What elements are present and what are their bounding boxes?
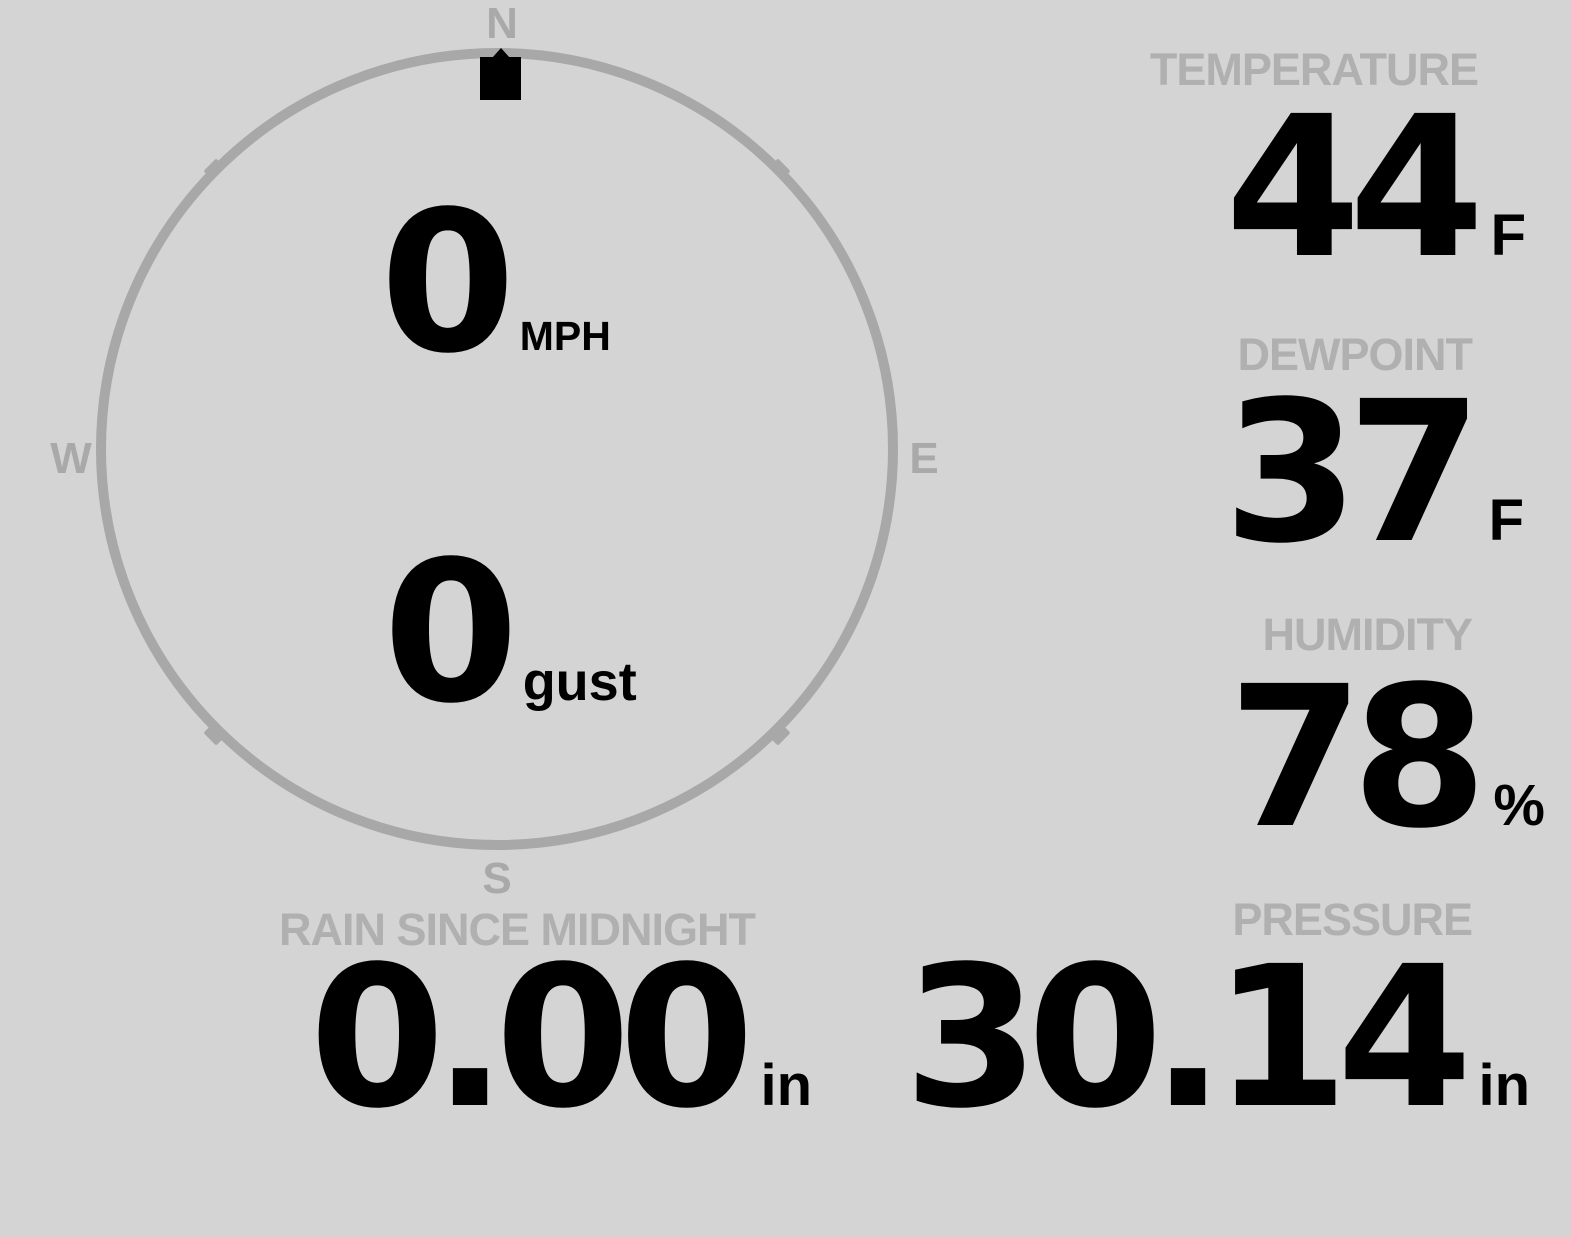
rain-value: 0.00 [309, 924, 754, 1151]
cardinal-west-label: W [50, 434, 92, 483]
temperature-label: TEMPERATURE [1149, 44, 1479, 95]
rain-label: RAIN SINCE MIDNIGHT [279, 904, 756, 955]
rain-unit: in [760, 1053, 812, 1118]
humidity-value: 78 [1228, 644, 1487, 871]
pressure-unit: in [1478, 1053, 1530, 1118]
dewpoint-value: 37 [1223, 359, 1482, 586]
wind-speed: 0 MPH [380, 169, 611, 397]
wind-speed-unit: MPH [519, 313, 611, 359]
dewpoint-label: DEWPOINT [1237, 329, 1473, 380]
wind-gust-unit: gust [522, 652, 637, 712]
pressure-label: PRESSURE [1232, 894, 1473, 945]
wind-direction-marker-icon [480, 57, 521, 100]
temperature-value: 44 [1225, 74, 1484, 301]
wind-gust: 0 gust [383, 519, 637, 747]
temperature-reading: 44 F [1225, 74, 1526, 302]
humidity-unit: % [1493, 773, 1545, 838]
humidity-reading: 78 % [1228, 644, 1545, 872]
humidity-label: HUMIDITY [1262, 609, 1473, 660]
temperature-unit: F [1490, 203, 1526, 268]
wind-speed-value: 0 [380, 169, 516, 396]
wind-gust-value: 0 [383, 519, 519, 746]
pressure-reading: 30.14 in [904, 924, 1530, 1152]
dewpoint-reading: 37 F [1223, 359, 1524, 587]
cardinal-north-label: N [486, 0, 518, 48]
pressure-value: 30.14 [903, 924, 1473, 1151]
rain-reading: 0.00 in [309, 924, 812, 1152]
cardinal-south-label: S [482, 854, 512, 903]
cardinal-east-label: E [909, 434, 939, 483]
dewpoint-unit: F [1488, 488, 1524, 553]
